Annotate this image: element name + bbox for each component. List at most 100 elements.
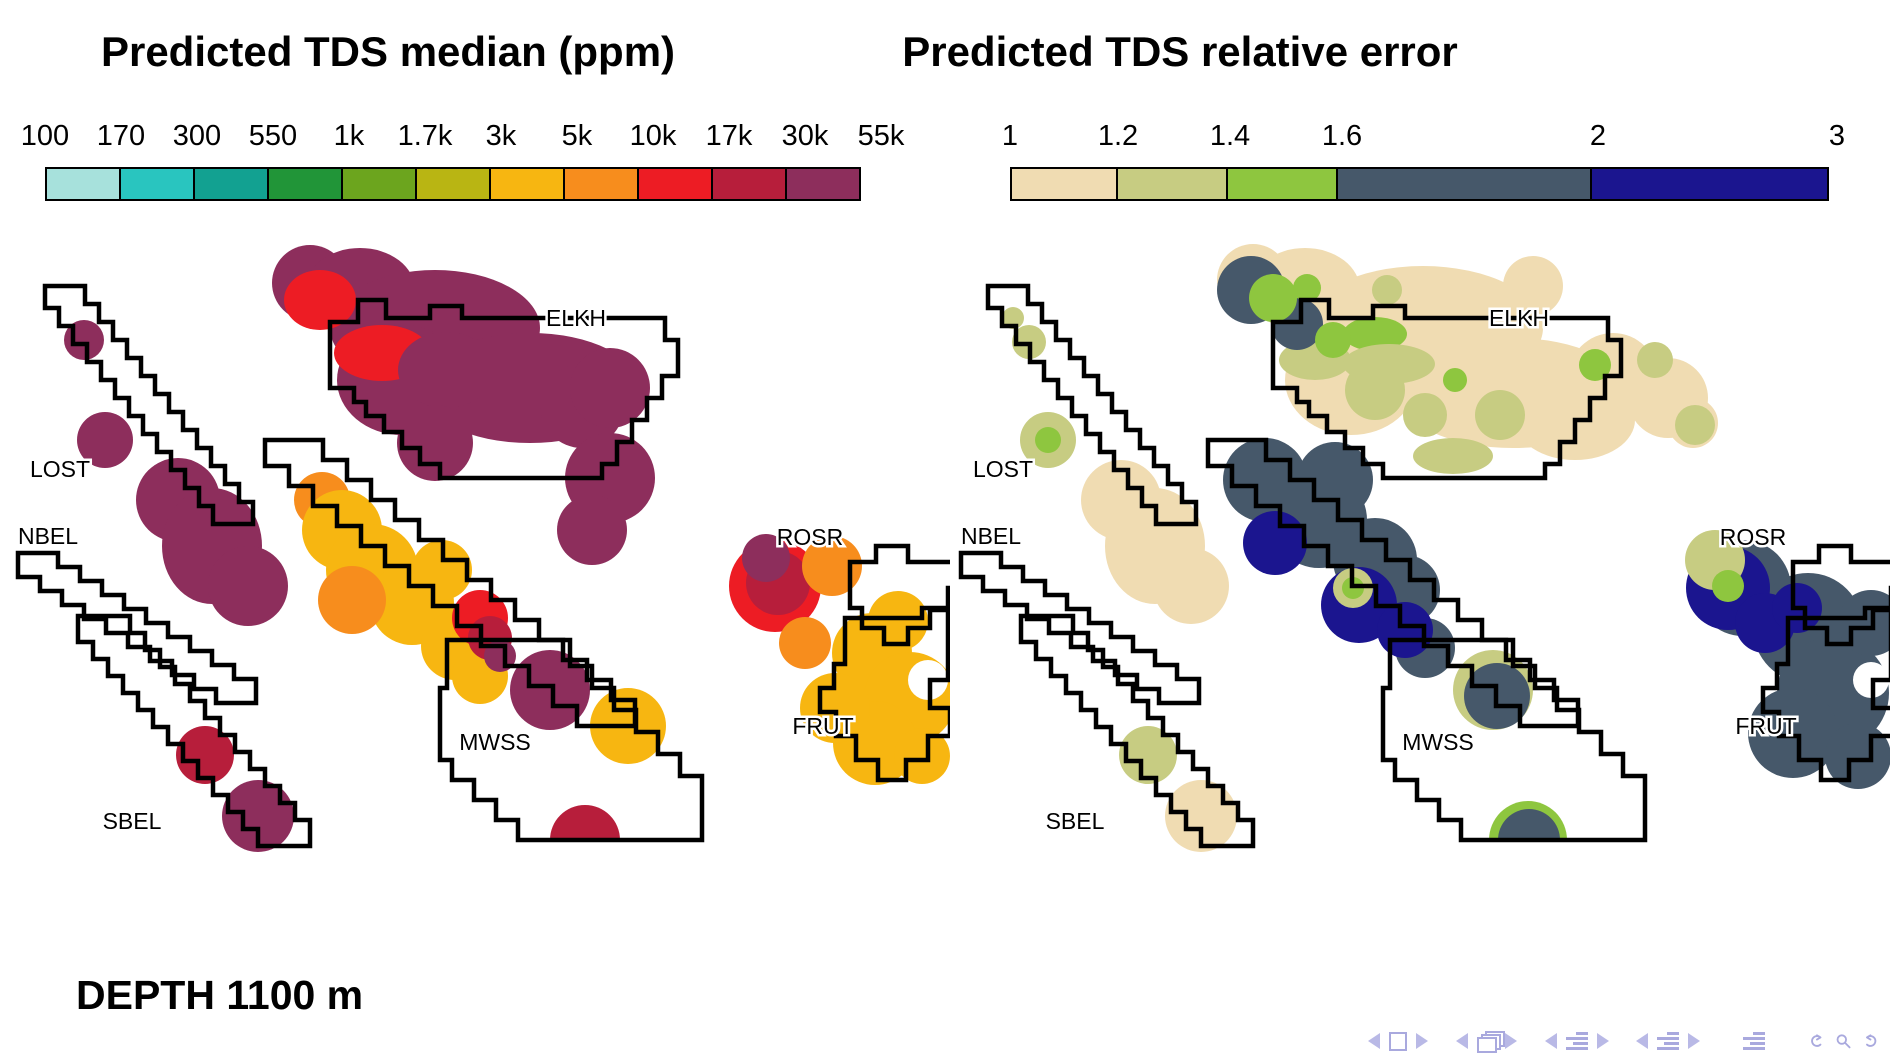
map-blob xyxy=(318,566,386,634)
colorbar-segment xyxy=(637,167,713,201)
colorbar-tick-label: 3 xyxy=(1828,120,1846,152)
map-blob xyxy=(1293,274,1321,302)
map-blob xyxy=(1475,390,1525,440)
region-outline xyxy=(327,297,681,481)
median-map: ELKH LOST NBEL ROSR MWSS FRUT SBEL xyxy=(15,245,950,852)
colorbar-tick-label: 30k xyxy=(781,120,829,152)
colorbar-segment xyxy=(119,167,195,201)
region-label-elkh: ELKH xyxy=(1489,305,1549,331)
region-label-nbel: NBEL xyxy=(18,523,78,549)
map-blob xyxy=(176,726,234,784)
beamer-navigation-bar xyxy=(1368,1024,1880,1058)
colorbar-tick-label: 100 xyxy=(20,120,70,152)
prev-slide[interactable] xyxy=(1368,1033,1380,1049)
map-blob xyxy=(1403,393,1447,437)
next-subsection[interactable] xyxy=(1596,1033,1609,1049)
region-outline xyxy=(817,605,950,783)
map-blob xyxy=(1343,317,1407,351)
map-blob xyxy=(1413,438,1493,474)
next-frame[interactable] xyxy=(1504,1033,1517,1049)
colorbar-tick-label: 17k xyxy=(705,120,753,152)
region-outline xyxy=(1270,297,1624,481)
region-outline xyxy=(1018,613,1256,849)
colorbar-tick-label: 550 xyxy=(248,120,298,152)
map-blob xyxy=(1165,780,1237,852)
map-blob xyxy=(397,405,473,481)
colorbar-segment xyxy=(1336,167,1592,201)
map-blob xyxy=(550,805,620,840)
map-blob xyxy=(1503,256,1563,316)
region-label-frut: FRUT xyxy=(1735,713,1796,739)
colorbar-segment xyxy=(1116,167,1228,201)
map-blob xyxy=(1675,405,1715,445)
colorbar-segment xyxy=(193,167,269,201)
map-blob xyxy=(398,332,494,408)
region-label-sbel: SBEL xyxy=(103,808,162,834)
next-slide[interactable] xyxy=(1416,1033,1429,1049)
colorbar-segment xyxy=(563,167,639,201)
map-blob xyxy=(1119,726,1177,784)
region-label-elkh: ELKH xyxy=(546,305,606,331)
colorbar-segment xyxy=(267,167,343,201)
map-blob xyxy=(1825,723,1890,789)
region-label-mwss: MWSS xyxy=(1402,729,1474,755)
map-blob xyxy=(1712,570,1744,602)
map-blob xyxy=(1249,274,1297,322)
region-outline xyxy=(1380,637,1648,843)
map-blob xyxy=(1343,344,1435,384)
map-blob xyxy=(222,780,294,852)
colorbar-tick-label: 1.4 xyxy=(1209,120,1251,152)
map-blob xyxy=(77,412,133,468)
prev-frame[interactable] xyxy=(1456,1033,1469,1049)
subsection-list-icon[interactable] xyxy=(1565,1032,1588,1050)
region-outline xyxy=(42,283,256,527)
median-colorbar xyxy=(45,167,861,201)
colorbar-segment xyxy=(1010,167,1118,201)
map-blob xyxy=(1443,368,1467,392)
region-label-sbel: SBEL xyxy=(1046,808,1105,834)
map-blob xyxy=(1498,809,1560,840)
region-label-rosr: ROSR xyxy=(777,524,843,550)
map-blob xyxy=(1153,548,1229,624)
error-colorbar xyxy=(1010,167,1829,201)
map-blob xyxy=(1315,322,1351,358)
colorbar-segment xyxy=(1590,167,1829,201)
map-blob xyxy=(802,536,862,596)
map-blob xyxy=(570,348,650,428)
prev-section[interactable] xyxy=(1636,1033,1649,1049)
section-list-icon[interactable] xyxy=(1657,1032,1680,1050)
colorbar-tick-label: 1 xyxy=(1001,120,1019,152)
undo-navigation[interactable] xyxy=(1807,1028,1825,1054)
map-blob xyxy=(742,534,790,582)
colorbar-tick-label: 3k xyxy=(485,120,517,152)
frames-icon[interactable] xyxy=(1477,1031,1506,1053)
redo-navigation[interactable] xyxy=(1862,1028,1880,1054)
colorbar-tick-label: 55k xyxy=(857,120,905,152)
appendix-list-icon[interactable] xyxy=(1742,1032,1765,1050)
map-blob xyxy=(208,546,288,626)
colorbar-tick-label: 10k xyxy=(629,120,677,152)
map-blob xyxy=(1637,342,1673,378)
prev-subsection[interactable] xyxy=(1544,1033,1557,1049)
error-map: ELKH LOST NBEL ROSR MWSS FRUT SBEL xyxy=(958,244,1890,852)
colorbar-tick-label: 170 xyxy=(96,120,146,152)
colorbar-tick-label: 300 xyxy=(172,120,222,152)
map-blob xyxy=(779,617,831,669)
map-blob xyxy=(1372,275,1402,305)
region-label-nbel: NBEL xyxy=(961,523,1021,549)
colorbar-tick-label: 5k xyxy=(561,120,593,152)
colorbar-segment xyxy=(341,167,417,201)
search[interactable] xyxy=(1834,1028,1852,1054)
next-section[interactable] xyxy=(1688,1033,1701,1049)
colorbar-segment xyxy=(785,167,861,201)
current-frame-icon[interactable] xyxy=(1389,1031,1408,1051)
map-blob xyxy=(1002,307,1024,329)
region-outline xyxy=(985,283,1199,527)
map-blob xyxy=(1243,511,1307,575)
colorbar-segment xyxy=(45,167,121,201)
map-blob xyxy=(557,495,627,565)
colorbar-tick-label: 2 xyxy=(1589,120,1607,152)
colorbar-segment xyxy=(415,167,491,201)
colorbar-tick-label: 1.2 xyxy=(1097,120,1139,152)
